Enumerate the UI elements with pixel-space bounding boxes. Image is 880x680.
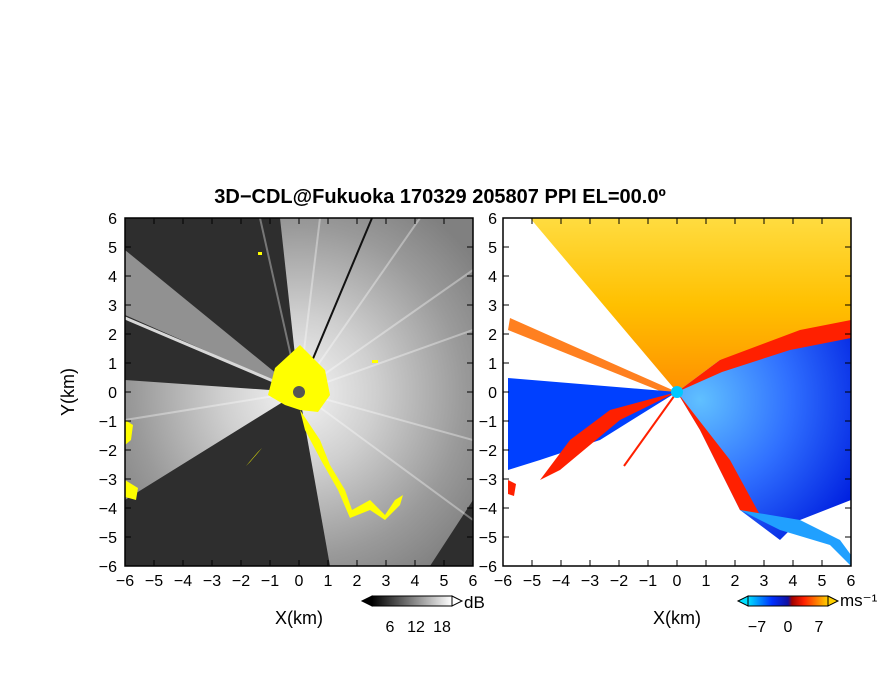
x-tick-label: −6 bbox=[494, 573, 512, 590]
x-tick-label: 1 bbox=[324, 573, 333, 590]
x-tick-label: 1 bbox=[702, 573, 711, 590]
reflectivity-echo-northeast bbox=[280, 218, 473, 566]
x-tick-label: −2 bbox=[610, 573, 628, 590]
axes: −6 −5 −4 −3 −2 −1 0 1 2 3 4 5 66543210−1−2−3−4−5−6−6… bbox=[99, 211, 856, 590]
velocity-receding-west-ray bbox=[508, 318, 677, 395]
x-tick-label: −4 bbox=[552, 573, 570, 590]
y-tick-label: 6 bbox=[108, 211, 117, 228]
x-tick-label: 3 bbox=[382, 573, 391, 590]
reflectivity-bright-ray bbox=[125, 316, 300, 394]
x-tick-label: −5 bbox=[145, 573, 163, 590]
x-tick-label: −2 bbox=[232, 573, 250, 590]
x-tick-label: −4 bbox=[174, 573, 192, 590]
velocity-colorbar-max-arrow bbox=[827, 595, 840, 607]
x-tick-label: −1 bbox=[639, 573, 657, 590]
velocity-colorbar-unit: ms⁻¹ bbox=[840, 591, 878, 610]
y-tick-label: 6 bbox=[488, 211, 497, 228]
velocity-colorbar-min-arrow bbox=[736, 595, 749, 607]
reflectivity-rays bbox=[125, 218, 473, 521]
velocity-receding-north bbox=[530, 218, 851, 392]
x-tick-label: 0 bbox=[673, 573, 682, 590]
y-tick-label: −3 bbox=[479, 472, 497, 489]
reflectivity-echo-northwest bbox=[125, 250, 299, 392]
y-tick-label: −6 bbox=[479, 559, 497, 576]
velocity-panel bbox=[503, 218, 851, 566]
y-tick-label: −1 bbox=[479, 414, 497, 431]
y-tick-label: −4 bbox=[479, 501, 497, 518]
y-tick-label: −5 bbox=[479, 530, 497, 547]
x-tick-label: 2 bbox=[353, 573, 362, 590]
db-colorbar-tick: 12 bbox=[407, 619, 425, 636]
y-tick-label: −6 bbox=[99, 559, 117, 576]
db-colorbar-tick: 6 bbox=[386, 619, 395, 636]
velocity-colorbar-tick: 7 bbox=[815, 619, 824, 636]
x-tick-label: −3 bbox=[203, 573, 221, 590]
velocity-shear-band-east bbox=[677, 320, 851, 392]
x-tick-label: −6 bbox=[116, 573, 134, 590]
x-tick-label: 6 bbox=[847, 573, 856, 590]
x-tick-label: 3 bbox=[760, 573, 769, 590]
x-tick-label: 6 bbox=[469, 573, 478, 590]
y-tick-label: 1 bbox=[488, 356, 497, 373]
radar-site-marker bbox=[293, 386, 305, 398]
y-tick-label: 0 bbox=[488, 385, 497, 402]
y-tick-label: −4 bbox=[99, 501, 117, 518]
y-tick-label: −5 bbox=[99, 530, 117, 547]
db-colorbar bbox=[360, 595, 464, 607]
y-tick-label: 2 bbox=[488, 327, 497, 344]
y-tick-label: −2 bbox=[479, 443, 497, 460]
velocity-colorbar-tick: −7 bbox=[748, 619, 766, 636]
y-tick-label: 4 bbox=[108, 269, 117, 286]
y-tick-label: −1 bbox=[99, 414, 117, 431]
velocity-colorbar-bar bbox=[747, 595, 829, 607]
y-tick-label: 3 bbox=[108, 298, 117, 315]
velocity-southeast-fringe bbox=[740, 510, 851, 566]
y-tick-label: 5 bbox=[488, 240, 497, 257]
x-tick-label: 2 bbox=[731, 573, 740, 590]
x-tick-label: 4 bbox=[789, 573, 798, 590]
y-tick-label: 0 bbox=[108, 385, 117, 402]
x-axis-label-right: X(km) bbox=[653, 608, 701, 628]
y-tick-label: −3 bbox=[99, 472, 117, 489]
db-colorbar-max-arrow bbox=[451, 595, 464, 607]
reflectivity-panel bbox=[125, 218, 473, 566]
velocity-shear-band-south bbox=[677, 392, 760, 515]
velocity-edge-patch bbox=[508, 480, 516, 496]
y-tick-label: 2 bbox=[108, 327, 117, 344]
chart-title: 3D−CDL@Fukuoka 170329 205807 PPI EL=00.0… bbox=[214, 186, 666, 208]
y-tick-label: 5 bbox=[108, 240, 117, 257]
reflectivity-strong-echo bbox=[125, 252, 403, 520]
x-tick-label: 4 bbox=[411, 573, 420, 590]
db-colorbar-unit: dB bbox=[464, 593, 485, 612]
velocity-colorbar-tick: 0 bbox=[784, 619, 793, 636]
db-colorbar-bar bbox=[371, 595, 453, 607]
x-tick-label: 5 bbox=[440, 573, 449, 590]
x-tick-label: 0 bbox=[295, 573, 304, 590]
y-tick-label: 1 bbox=[108, 356, 117, 373]
velocity-colorbar bbox=[736, 595, 840, 607]
y-tick-label: 3 bbox=[488, 298, 497, 315]
y-tick-label: 4 bbox=[488, 269, 497, 286]
db-colorbar-min-arrow bbox=[360, 595, 373, 607]
velocity-approaching-east bbox=[677, 330, 851, 540]
x-tick-label: −3 bbox=[581, 573, 599, 590]
x-tick-label: −5 bbox=[523, 573, 541, 590]
x-tick-label: −1 bbox=[261, 573, 279, 590]
y-axis-label: Y(km) bbox=[58, 368, 78, 416]
x-tick-label: 5 bbox=[818, 573, 827, 590]
db-colorbar-tick: 18 bbox=[433, 619, 451, 636]
velocity-south-ray bbox=[623, 391, 678, 467]
velocity-site-marker bbox=[671, 386, 683, 398]
velocity-shear-band-west bbox=[540, 392, 677, 480]
y-tick-label: −2 bbox=[99, 443, 117, 460]
reflectivity-echo-west bbox=[125, 380, 299, 500]
x-axis-label-left: X(km) bbox=[275, 608, 323, 628]
